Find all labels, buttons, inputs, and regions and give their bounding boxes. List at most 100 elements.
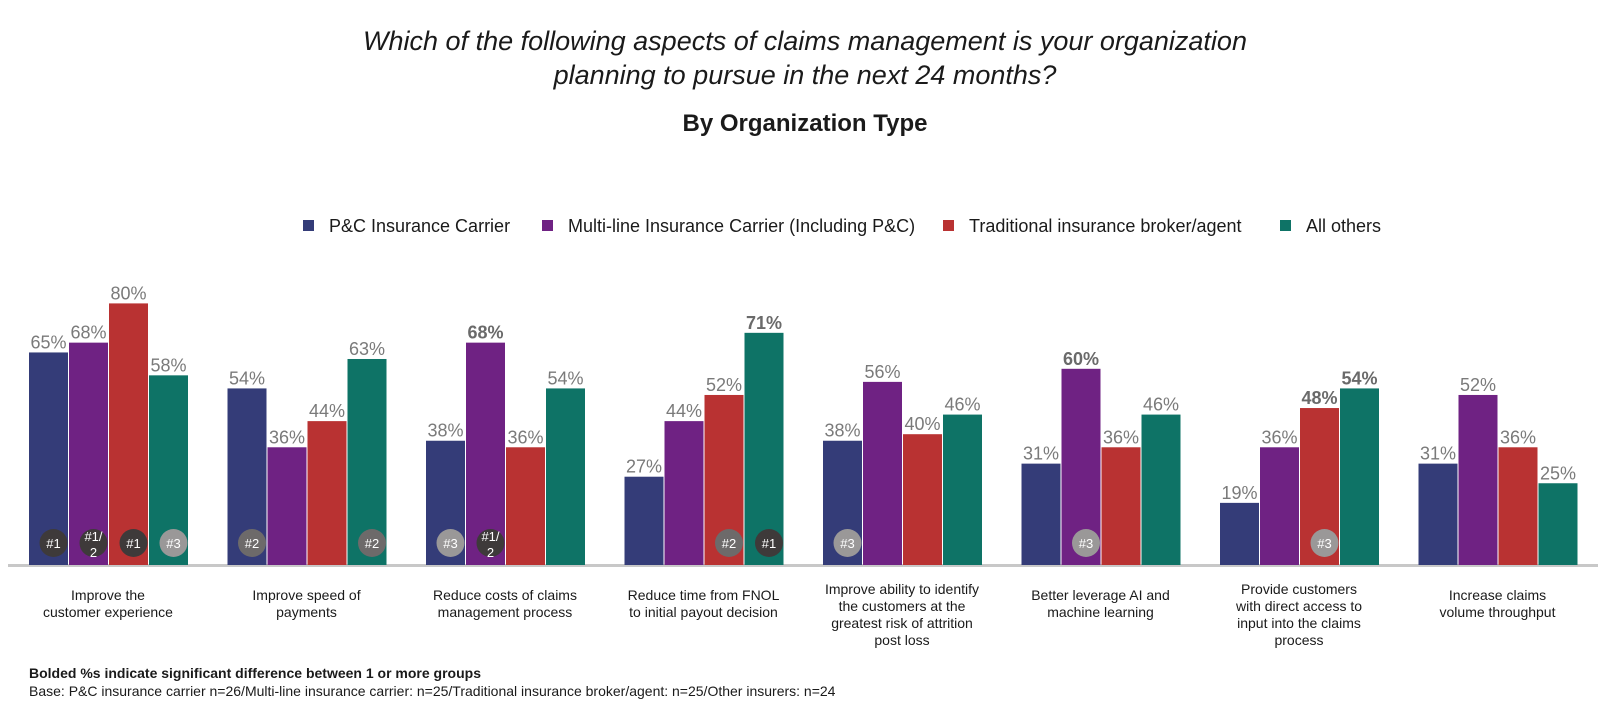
data-label: 27% [626, 457, 662, 477]
category-label-line: machine learning [1047, 604, 1154, 620]
rank-badge [715, 529, 743, 557]
category-label-line: Improve speed of [252, 587, 360, 603]
legend-swatch [303, 220, 314, 231]
rank-badge-line: #3 [166, 536, 180, 551]
rank-badge [238, 529, 266, 557]
bar [69, 342, 108, 565]
data-label: 19% [1221, 483, 1257, 503]
bar [1418, 463, 1458, 565]
rank-badge-label: #2 [722, 536, 736, 551]
bar [1498, 447, 1538, 565]
bar [664, 421, 704, 565]
data-label: 54% [229, 368, 265, 388]
category-label: Increase claims volume throughput [1440, 587, 1556, 620]
data-label: 46% [944, 395, 980, 415]
category-label: Better leverage AI and machine learning [1031, 587, 1170, 620]
data-label: 31% [1420, 444, 1456, 464]
data-label: 80% [110, 283, 146, 303]
category-label-line: with direct access to [1235, 598, 1362, 614]
rank-badge-line: #3 [443, 536, 457, 551]
rank-badge-label: #1 [126, 536, 140, 551]
data-label: 40% [904, 414, 940, 434]
category-label-line: Increase claims [1449, 587, 1546, 603]
category-label-line: to initial payout decision [629, 604, 778, 620]
category-label-line: the customers at the [839, 598, 966, 614]
data-label: 63% [349, 339, 385, 359]
category-label-line: customer experience [43, 604, 173, 620]
bar [506, 447, 545, 565]
data-label: 54% [1341, 368, 1377, 388]
rank-badge-line: #2 [722, 536, 736, 551]
legend-item-all-others: All others [1280, 216, 1381, 237]
data-label: 58% [150, 355, 186, 375]
rank-badge [755, 529, 783, 557]
rank-badge-label: #3 [1079, 536, 1093, 551]
data-label: 60% [1063, 349, 1099, 369]
data-label: 36% [269, 427, 305, 447]
rank-badge-line: #1/ [84, 529, 102, 544]
rank-badge-line: #3 [1079, 536, 1093, 551]
bar [903, 434, 942, 565]
category-label-line: Provide customers [1241, 581, 1357, 597]
chart-title-line: planning to pursue in the next 24 months… [553, 60, 1057, 90]
category-label-line: Reduce costs of claims [433, 587, 577, 603]
bar [624, 476, 664, 565]
legend-item-multi-line-carrier: Multi-line Insurance Carrier (Including … [542, 216, 915, 237]
category-label: Reduce costs of claims management process [433, 587, 577, 620]
legend-item-pc-carrier: P&C Insurance Carrier [303, 216, 510, 237]
category-label-line: Improve ability to identify [825, 581, 979, 597]
rank-badge-label: #2 [245, 536, 259, 551]
rank-badge-label: #3 [1317, 536, 1331, 551]
category-label-line: payments [276, 604, 337, 620]
bar [1458, 394, 1498, 565]
category-label-line: management process [438, 604, 573, 620]
bar [943, 414, 982, 565]
bar [1220, 502, 1259, 565]
rank-badge [119, 529, 148, 557]
rank-badge [436, 529, 465, 557]
category-label-line: greatest risk of attrition [831, 615, 973, 631]
rank-badge [1072, 529, 1100, 557]
rank-badge [1310, 529, 1339, 557]
rank-badge-label: #1 [762, 536, 776, 551]
data-label: 68% [70, 323, 106, 343]
significance-footnote: Bolded %s indicate significant differenc… [29, 665, 481, 681]
category-label-line: process [1274, 632, 1323, 648]
rank-badge [833, 529, 862, 557]
category-label: Improve speed of payments [252, 587, 360, 620]
data-label: 36% [1261, 427, 1297, 447]
data-label: 36% [1500, 427, 1536, 447]
data-label: 65% [30, 332, 66, 352]
legend-label: Multi-line Insurance Carrier (Including … [568, 216, 916, 236]
bar [1538, 483, 1578, 565]
rank-badge-line: #1 [762, 536, 776, 551]
legend-label: P&C Insurance Carrier [329, 216, 511, 236]
category-label-line: post loss [874, 632, 929, 648]
data-label: 25% [1540, 463, 1576, 483]
category-label-line: Better leverage AI and [1031, 587, 1170, 603]
bar [1021, 463, 1061, 565]
legend-swatch [943, 220, 954, 231]
bar [863, 381, 902, 565]
chart-title: Which of the following aspects of claims… [0, 24, 1600, 92]
category-label: Provide customers with direct access to in… [1235, 581, 1362, 648]
rank-badge-line: #1/ [481, 529, 499, 544]
category-label: Improve the customer experience [43, 587, 173, 620]
legend-swatch [1280, 220, 1291, 231]
bar [466, 342, 505, 565]
legend-item-broker-agent: Traditional insurance broker/agent [943, 216, 1242, 237]
rank-badge-line: 2 [487, 545, 494, 560]
data-label: 36% [507, 427, 543, 447]
chart-legend: P&C Insurance Carrier Multi-line Insuran… [0, 216, 1600, 240]
rank-badge-line: #1 [46, 536, 60, 551]
rank-badge-label: #2 [365, 536, 379, 551]
bar [1340, 388, 1379, 565]
bar [109, 303, 148, 565]
rank-badge-line: 2 [90, 545, 97, 560]
rank-badge-label: #1/2 [84, 529, 102, 560]
rank-badge [39, 529, 68, 557]
rank-badge-label: #3 [443, 536, 457, 551]
data-label: 44% [666, 401, 702, 421]
category-label: Reduce time from FNOL to initial payout d… [628, 587, 780, 620]
